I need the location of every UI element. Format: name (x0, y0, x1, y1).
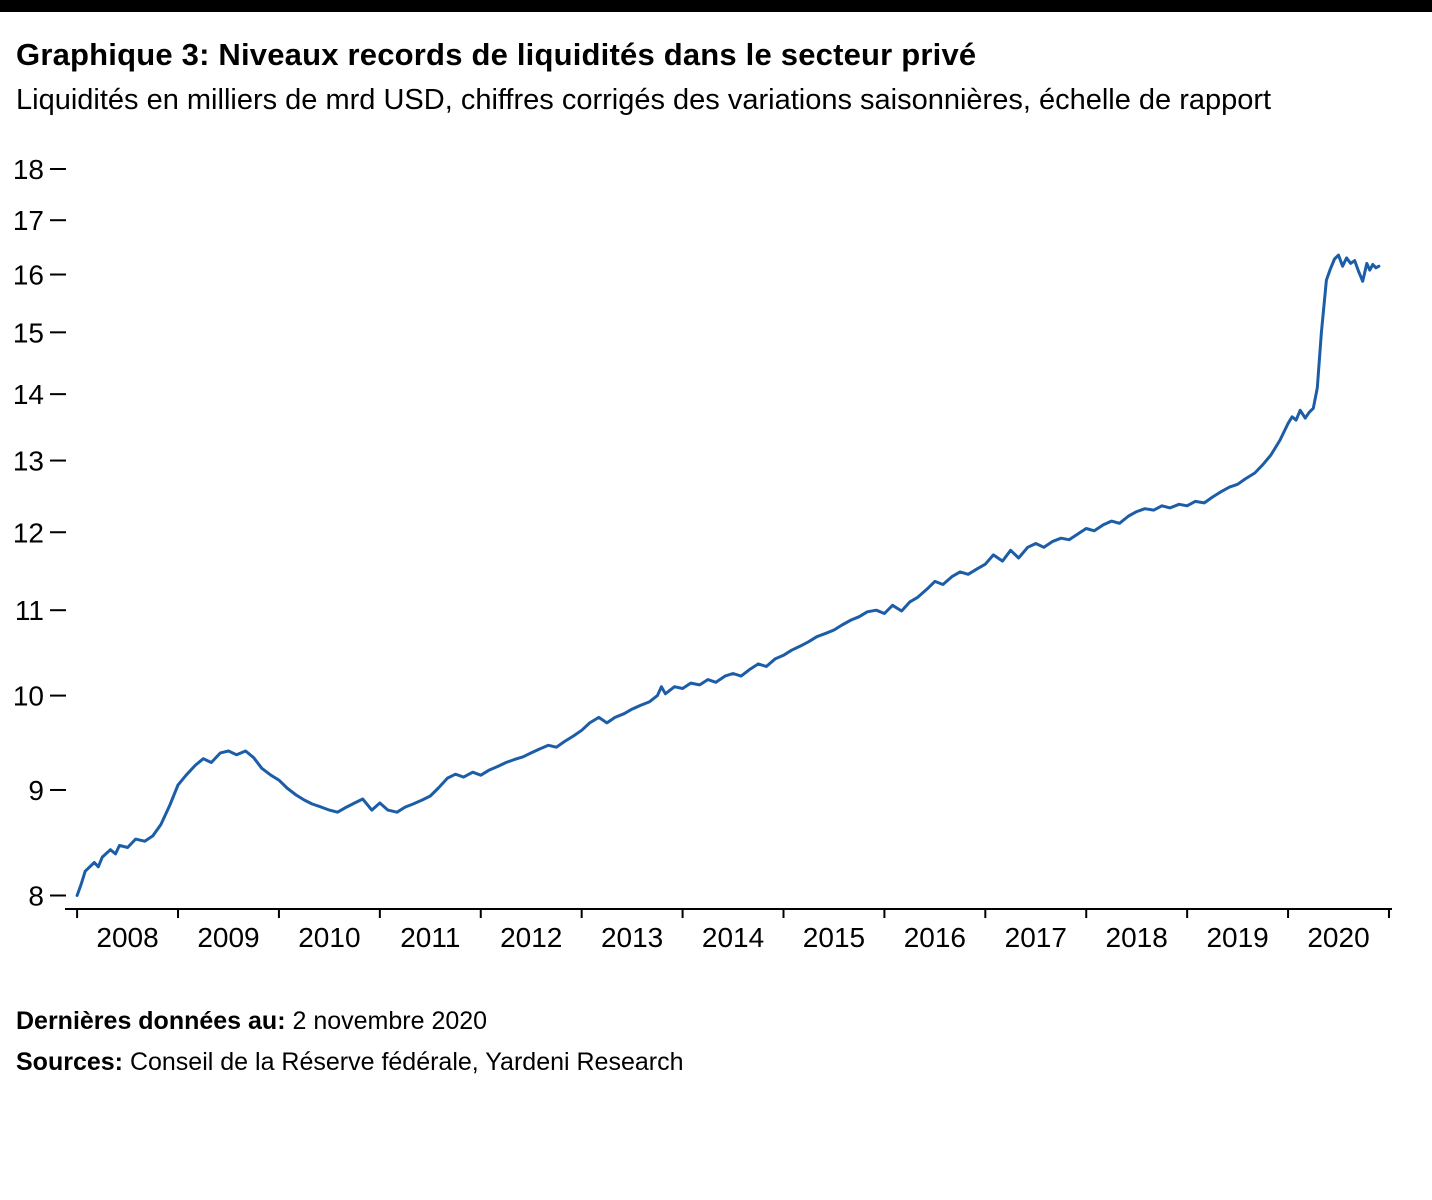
last-data-label: Dernières données au: (16, 1006, 286, 1035)
page-title: Graphique 3: Niveaux records de liquidit… (16, 37, 977, 72)
x-axis-tick-label: 2018 (1106, 922, 1168, 953)
y-axis-tick-label: 12 (13, 517, 44, 548)
x-axis-tick-label: 2008 (96, 922, 158, 953)
sources-line: Sources: Conseil de la Réserve fédérale,… (16, 1046, 1416, 1079)
y-axis-tick-label: 14 (13, 379, 44, 410)
last-data-line: Dernières données au: 2 novembre 2020 (16, 1005, 1416, 1038)
x-axis-tick-label: 2010 (298, 922, 360, 953)
sources-value: Conseil de la Réserve fédérale, Yardeni … (129, 1048, 684, 1077)
x-axis-tick-label: 2014 (702, 922, 764, 953)
x-axis-tick-label: 2012 (500, 922, 562, 953)
x-axis-tick-label: 2011 (400, 922, 460, 953)
x-axis-tick-label: 2020 (1307, 922, 1369, 953)
y-axis-tick-label: 9 (28, 775, 44, 806)
chart-subtitle: Liquidités en milliers de mrd USD, chiff… (16, 83, 1272, 116)
y-axis-tick-label: 17 (13, 205, 44, 236)
y-axis-tick-label: 16 (13, 259, 44, 290)
y-axis-tick-label: 13 (13, 445, 44, 476)
y-axis-tick-label: 11 (15, 595, 44, 626)
x-axis-tick-label: 2015 (803, 922, 865, 953)
y-axis-tick-label: 8 (28, 880, 44, 911)
x-axis-tick-label: 2016 (904, 922, 966, 953)
x-axis-tick-label: 2009 (197, 922, 259, 953)
chart-area: 8 9 10 11 12 13 14 15 16 17 18 2008 2009 2010 2011 2012… (0, 142, 1432, 977)
last-data-value: 2 novembre 2020 (292, 1006, 488, 1035)
y-axis-tick-label: 10 (13, 680, 44, 711)
sources-label: Sources: (16, 1048, 123, 1077)
liquidity-line-chart: 8 9 10 11 12 13 14 15 16 17 18 2008 2009 2010 2011 2012… (13, 154, 1392, 953)
x-axis-tick-label: 2019 (1206, 922, 1268, 953)
chart-footer: Dernières données au: 2 novembre 2020 So… (0, 1005, 1432, 1079)
x-axis-tick-label: 2017 (1005, 922, 1067, 953)
x-axis-tick-label: 2013 (601, 922, 663, 953)
liquidity-series-line (75, 253, 1381, 897)
top-black-bar (0, 0, 1432, 12)
chart-header: Graphique 3: Niveaux records de liquidit… (0, 12, 1432, 120)
y-axis-tick-label: 18 (13, 154, 44, 185)
y-axis-tick-label: 15 (13, 317, 44, 348)
